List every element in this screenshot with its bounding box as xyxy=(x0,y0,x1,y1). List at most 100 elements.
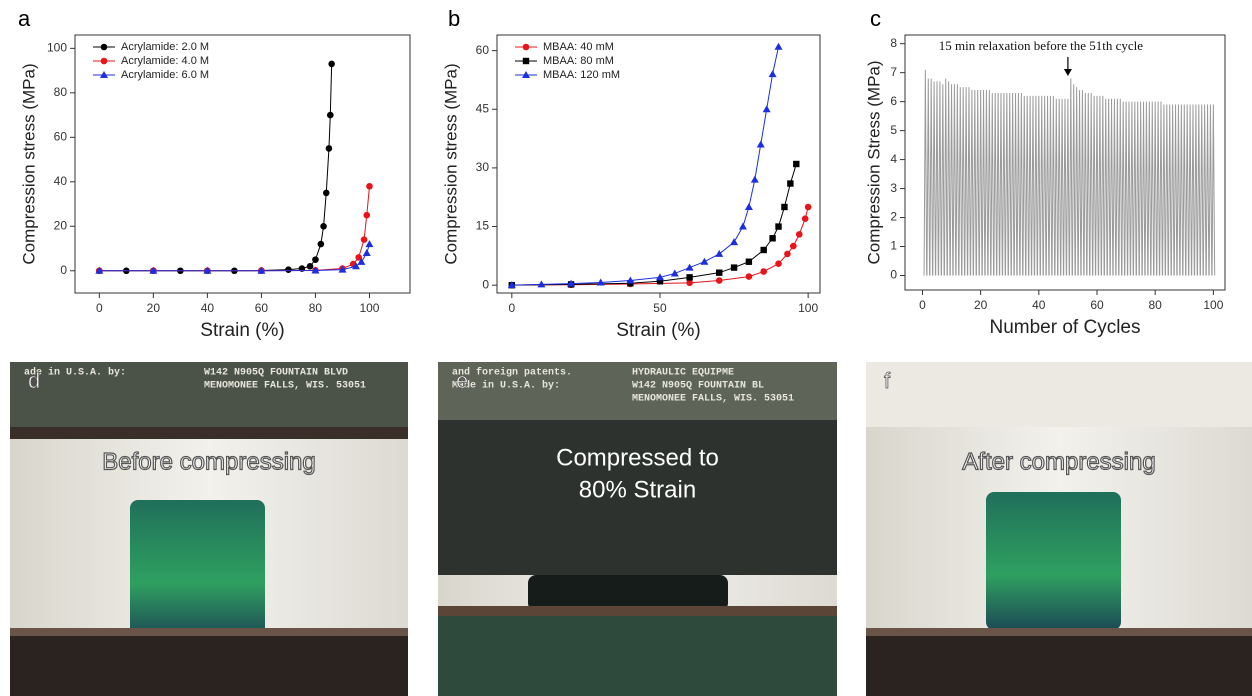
cycle-spike xyxy=(952,84,957,276)
base-edge xyxy=(10,628,408,636)
data-point xyxy=(537,280,546,288)
press-plate xyxy=(438,362,837,422)
cycle-spike xyxy=(1205,104,1210,276)
cycle-spike xyxy=(978,90,983,276)
y-tick-label: 60 xyxy=(476,43,490,57)
cycle-spike xyxy=(1005,92,1009,276)
base-plate xyxy=(866,632,1252,696)
series-line xyxy=(99,243,370,272)
y-axis-label: Compression stress (MPa) xyxy=(441,63,460,264)
data-point xyxy=(355,254,362,261)
legend-label: MBAA: 40 mM xyxy=(543,41,614,53)
cycle-spike xyxy=(981,90,986,276)
base-edge xyxy=(866,628,1252,636)
plate-text: ade in U.S.A. by: xyxy=(24,367,126,379)
data-point xyxy=(768,70,777,78)
cycle-spike xyxy=(1173,104,1178,276)
cycle-spike xyxy=(1066,98,1070,276)
data-point xyxy=(670,269,679,277)
press-block xyxy=(438,420,837,575)
cycle-spike xyxy=(1080,90,1085,276)
data-point xyxy=(686,274,693,281)
x-tick-label: 40 xyxy=(201,301,215,315)
data-point xyxy=(328,60,335,68)
x-tick-label: 20 xyxy=(974,298,988,312)
cycle-spike xyxy=(1150,101,1155,276)
cycle-spike xyxy=(938,81,942,276)
y-axis-label: Compression stress (MPa) xyxy=(19,63,38,264)
photo-caption: 80% Strain xyxy=(579,476,696,503)
legend-label: Acrylamide: 6.0 M xyxy=(121,69,209,81)
cycle-spike xyxy=(1074,87,1079,276)
data-point xyxy=(685,263,694,271)
cycle-spike xyxy=(1086,92,1091,276)
data-point xyxy=(730,264,738,271)
legend-marker xyxy=(522,57,530,65)
cycle-spike xyxy=(967,87,971,276)
annotation: 15 min relaxation before the 51th cycle xyxy=(939,38,1144,53)
data-point xyxy=(327,111,334,119)
y-tick-label: 45 xyxy=(476,101,490,115)
cycle-spike xyxy=(1069,78,1073,276)
plate-text: MENOMONEE FALLS, WIS. 53051 xyxy=(632,394,794,405)
photo-caption: After compressing xyxy=(962,448,1155,475)
cycle-spike xyxy=(1165,104,1169,276)
cycle-spike xyxy=(1022,95,1027,276)
data-point xyxy=(760,268,767,275)
data-point xyxy=(801,215,809,223)
panel-label: b xyxy=(448,6,460,31)
x-tick-label: 60 xyxy=(255,301,269,315)
data-point xyxy=(351,262,360,270)
plate-text: HYDRAULIC EQUIPME xyxy=(632,368,734,379)
y-tick-label: 6 xyxy=(890,94,897,108)
legend-marker xyxy=(100,57,108,65)
cycle-spike xyxy=(993,92,997,276)
data-point xyxy=(257,266,266,274)
cycle-spike xyxy=(949,84,954,276)
x-tick-label: 100 xyxy=(359,301,379,315)
data-point xyxy=(149,266,158,274)
cycle-spike xyxy=(1007,92,1012,276)
data-point xyxy=(793,160,800,168)
base-edge xyxy=(438,606,837,616)
plot-frame xyxy=(904,34,1226,291)
cycle-spike xyxy=(1037,95,1041,276)
x-axis-label: Strain (%) xyxy=(616,320,700,341)
y-tick-label: 20 xyxy=(54,218,68,232)
data-point xyxy=(790,242,797,250)
panel-label: f xyxy=(884,368,891,393)
cycle-spike xyxy=(1063,98,1067,276)
cycle-spike xyxy=(941,84,945,276)
cycle-spike xyxy=(929,78,933,276)
cycle-spike xyxy=(1106,98,1111,276)
x-tick-label: 0 xyxy=(508,301,515,315)
cycle-spike xyxy=(1194,104,1198,276)
cycle-spike xyxy=(1051,95,1056,276)
cycle-spike xyxy=(1016,92,1021,276)
press-edge xyxy=(10,427,408,439)
cycle-spike xyxy=(1156,101,1160,276)
data-point xyxy=(203,266,212,274)
cycle-spike xyxy=(1176,104,1181,276)
cycle-spike xyxy=(1054,98,1059,276)
gel-cube xyxy=(130,500,265,638)
plate-text: MENOMONEE FALLS, WIS. 53051 xyxy=(204,381,366,392)
cycle-spike xyxy=(1101,95,1105,276)
data-point xyxy=(715,249,724,257)
cycle-spike xyxy=(1127,101,1131,276)
cycle-spike xyxy=(1013,92,1018,276)
legend-marker xyxy=(522,43,530,51)
data-point xyxy=(804,203,812,211)
cycle-spike xyxy=(987,90,992,276)
cycle-spike xyxy=(1208,104,1213,276)
cycle-spike xyxy=(1025,95,1029,276)
y-tick-label: 8 xyxy=(890,36,897,50)
gel-cube xyxy=(986,492,1121,630)
cycle-spike xyxy=(1144,101,1149,276)
cycle-spike xyxy=(1121,101,1125,276)
plot-frame xyxy=(496,34,821,294)
data-point xyxy=(596,278,605,286)
y-tick-label: 5 xyxy=(890,123,897,137)
y-tick-label: 2 xyxy=(890,210,897,224)
